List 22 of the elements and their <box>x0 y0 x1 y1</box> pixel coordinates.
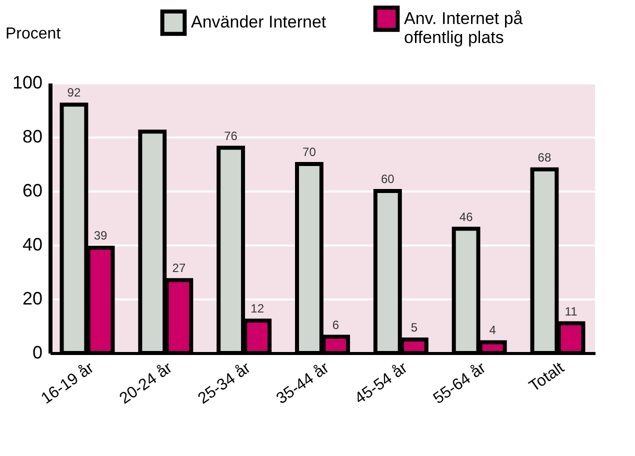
data-label: 76 <box>224 128 238 143</box>
data-label: 70 <box>302 145 316 159</box>
data-label: 4 <box>489 323 496 338</box>
data-label: 6 <box>332 318 340 332</box>
y-tick-label: 60 <box>22 180 42 200</box>
y-tick-label: 40 <box>22 234 42 254</box>
data-label: 92 <box>67 86 81 100</box>
data-label: 68 <box>538 150 552 164</box>
data-label: 46 <box>459 210 474 224</box>
y-tick-label: 20 <box>22 288 42 308</box>
data-label: 39 <box>94 228 108 243</box>
y-axis-title: Procent <box>6 26 62 42</box>
y-tick-label: 80 <box>22 126 42 146</box>
data-label: 5 <box>410 320 418 334</box>
y-tick-label: 0 <box>32 342 42 362</box>
legend-label: Använder Internet <box>191 12 326 32</box>
data-label: 27 <box>172 261 186 276</box>
y-tick-label: 100 <box>12 72 42 92</box>
data-label: 60 <box>380 172 395 186</box>
data-label: 12 <box>250 302 264 316</box>
legend-label: Anv. Internet på offentlig plats <box>404 8 524 47</box>
data-label: 11 <box>564 304 578 318</box>
